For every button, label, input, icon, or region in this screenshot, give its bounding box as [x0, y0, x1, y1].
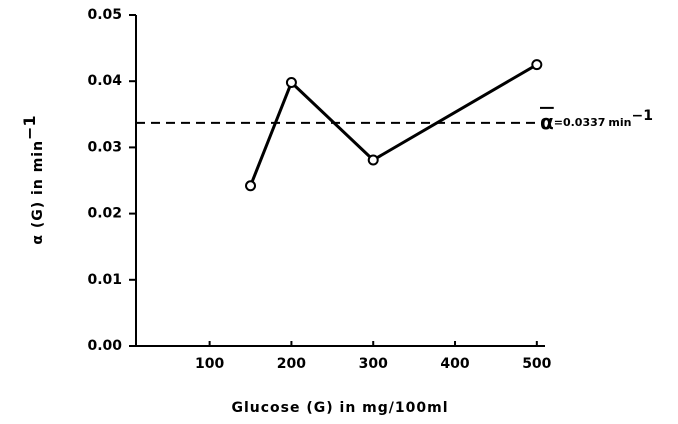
y-tick-label: 0.02	[87, 206, 122, 222]
x-tick-label: 100	[195, 356, 224, 372]
y-axis-label-text: α (G) in min	[30, 140, 46, 245]
data-line	[249, 63, 538, 187]
reference-value: =0.0337	[554, 116, 606, 129]
data-point	[285, 77, 297, 89]
x-tick-label: 300	[359, 356, 388, 372]
y-tick-label: 0.01	[87, 272, 122, 288]
x-axis-label: Glucose (G) in mg/100ml	[231, 400, 448, 416]
y-tick-label: 0.00	[87, 338, 122, 354]
reference-unit: min	[608, 116, 631, 129]
x-tick-label: 400	[440, 356, 469, 372]
y-tick-label: 0.03	[87, 139, 122, 155]
x-tick-label: 200	[277, 356, 306, 372]
y-tick-label: 0.05	[87, 7, 122, 23]
y-axis-label-exponent: −1	[20, 115, 39, 140]
reference-symbol: α	[540, 109, 554, 133]
data-point	[531, 59, 543, 71]
data-point	[245, 180, 257, 192]
y-axis-label: α (G) in min−1	[20, 115, 47, 244]
y-tick-label: 0.04	[87, 73, 122, 89]
reference-label: α=0.0337 min−1	[540, 108, 653, 134]
reference-exponent: −1	[632, 108, 653, 124]
data-point	[367, 154, 379, 166]
x-tick-label: 500	[522, 356, 551, 372]
